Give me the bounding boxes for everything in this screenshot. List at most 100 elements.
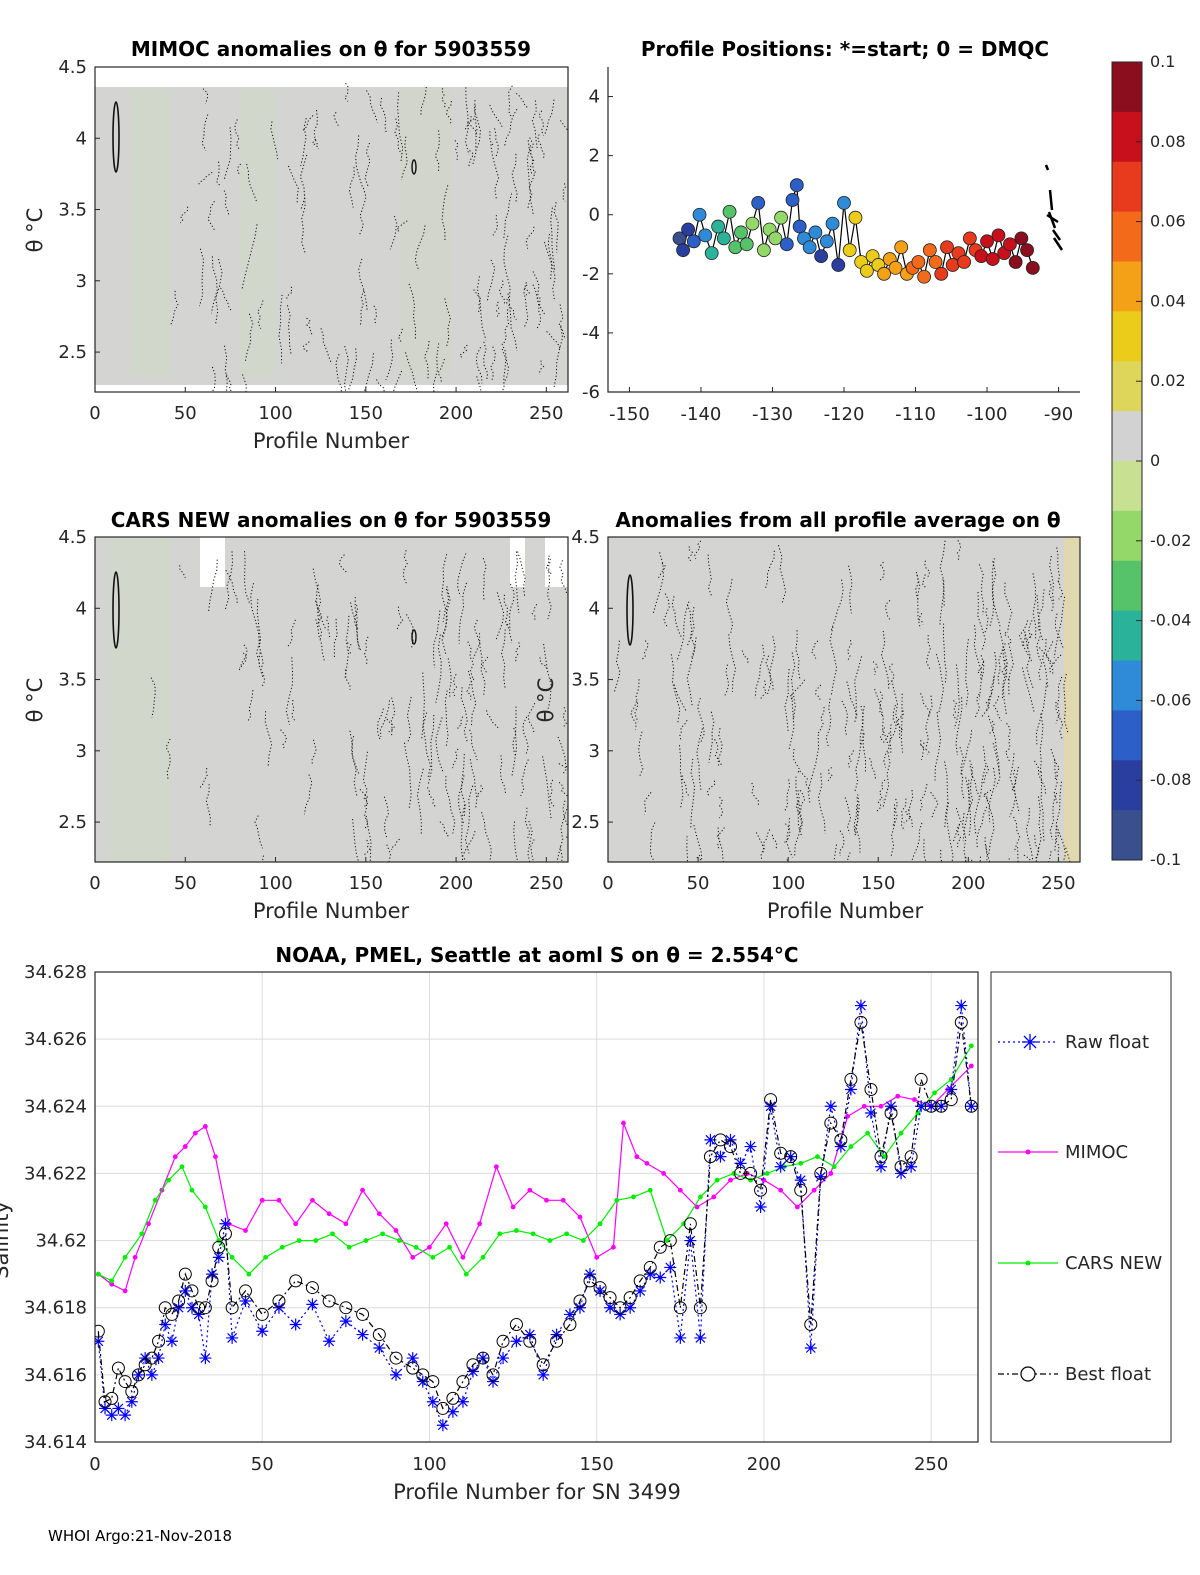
contour-line bbox=[435, 634, 442, 703]
contour-line bbox=[920, 740, 925, 760]
x-tick-label: -100 bbox=[967, 404, 1008, 425]
position-marker bbox=[922, 243, 937, 258]
contour-line bbox=[723, 664, 730, 697]
positions-dmqc-dots bbox=[1044, 164, 1064, 251]
data-point bbox=[225, 1301, 239, 1315]
contour-line bbox=[759, 680, 768, 700]
data-point bbox=[544, 1197, 549, 1203]
contour-line bbox=[458, 775, 465, 825]
contour-line bbox=[686, 604, 693, 647]
allavg-title: Anomalies from all profile average on θ bbox=[615, 508, 1060, 532]
colorbar-tick-label: 0 bbox=[1150, 451, 1160, 470]
x-tick-label: 200 bbox=[439, 873, 473, 894]
contour-line bbox=[882, 752, 891, 808]
contour-line bbox=[795, 630, 801, 680]
data-point bbox=[674, 1331, 687, 1344]
data-point bbox=[396, 1238, 402, 1243]
contour-line bbox=[311, 138, 319, 150]
data-point bbox=[132, 1254, 138, 1260]
contour-line bbox=[404, 742, 412, 809]
data-point bbox=[343, 1221, 349, 1227]
data-point bbox=[794, 1183, 808, 1197]
salinity-y-tick-labels: 34.614 34.616 34.618 34.62 34.622 34.624 34.62… bbox=[24, 962, 87, 1453]
contour-line bbox=[670, 654, 681, 724]
data-point bbox=[895, 1093, 901, 1099]
cars-y-tick-labels: 2.5 3 3.5 4 4.5 bbox=[58, 527, 100, 833]
data-point bbox=[614, 1308, 627, 1321]
data-point bbox=[436, 1401, 450, 1415]
x-tick-label: -120 bbox=[824, 404, 865, 425]
contour-line bbox=[460, 753, 466, 818]
contour-line bbox=[956, 540, 962, 562]
cars-gap-1 bbox=[200, 537, 225, 587]
contour-line bbox=[439, 821, 449, 838]
data-point bbox=[229, 1254, 235, 1260]
data-point bbox=[406, 1352, 419, 1365]
data-point bbox=[580, 1238, 586, 1243]
data-point bbox=[734, 1157, 747, 1170]
allavg-warm-band bbox=[1064, 537, 1080, 862]
x-tick-label: 0 bbox=[89, 873, 100, 894]
position-marker bbox=[911, 255, 926, 269]
legend-best-label: Best float bbox=[1065, 1364, 1151, 1385]
position-marker bbox=[877, 266, 891, 281]
contour-line bbox=[207, 200, 216, 232]
data-point bbox=[376, 1211, 382, 1217]
position-marker bbox=[728, 240, 743, 255]
contour-line bbox=[446, 101, 452, 124]
contour-line bbox=[440, 588, 450, 639]
allavg-contour-oval bbox=[626, 574, 634, 646]
data-point bbox=[346, 1244, 352, 1250]
data-point bbox=[239, 1284, 253, 1298]
contour-line bbox=[879, 691, 884, 718]
cars-contours bbox=[150, 550, 568, 862]
contour-line bbox=[343, 345, 349, 392]
data-point bbox=[322, 1294, 336, 1308]
contour-line bbox=[501, 348, 507, 392]
x-tick-label: 200 bbox=[747, 1454, 781, 1475]
salinity-ylabel: Salinity bbox=[0, 1201, 13, 1279]
y-tick-label: -6 bbox=[582, 382, 600, 403]
contour-line bbox=[467, 150, 474, 168]
contour-line bbox=[501, 343, 509, 384]
position-marker bbox=[1003, 237, 1017, 252]
data-point bbox=[310, 1197, 315, 1203]
contour-line bbox=[772, 834, 778, 849]
contour-line bbox=[558, 763, 567, 774]
contour-line bbox=[714, 739, 723, 767]
contour-line bbox=[1057, 580, 1064, 600]
data-point bbox=[631, 1194, 636, 1200]
contour-line bbox=[312, 568, 322, 624]
contour-line bbox=[976, 660, 985, 679]
data-point bbox=[430, 1254, 436, 1260]
contour-line bbox=[638, 731, 644, 778]
colorbar-block bbox=[1112, 261, 1142, 312]
y-tick-label: 2.5 bbox=[571, 812, 600, 833]
contour-line bbox=[915, 571, 919, 601]
data-point bbox=[330, 1231, 335, 1237]
contour-line bbox=[494, 128, 499, 157]
y-tick-label: 4.5 bbox=[58, 527, 87, 548]
contour-line bbox=[1035, 796, 1042, 862]
legend-cars: CARS NEW bbox=[998, 1253, 1162, 1274]
data-point bbox=[122, 1288, 128, 1294]
contour-line bbox=[441, 554, 448, 622]
contour-line bbox=[285, 657, 294, 725]
contour-line bbox=[679, 720, 688, 740]
contour-line bbox=[489, 131, 494, 148]
position-marker bbox=[1020, 243, 1034, 258]
y-tick-label: 34.616 bbox=[24, 1365, 87, 1386]
contour-line bbox=[468, 116, 477, 136]
contour-line bbox=[314, 600, 323, 640]
contour-line bbox=[363, 794, 369, 831]
x-tick-label: 0 bbox=[89, 403, 100, 424]
contour-line bbox=[1053, 759, 1060, 781]
data-point bbox=[945, 1083, 958, 1096]
contour-line bbox=[550, 207, 556, 272]
contour-line bbox=[208, 559, 218, 613]
contour-line bbox=[1054, 781, 1062, 852]
contour-line bbox=[989, 560, 997, 628]
data-point bbox=[904, 1150, 918, 1164]
contour-line bbox=[1056, 825, 1066, 862]
